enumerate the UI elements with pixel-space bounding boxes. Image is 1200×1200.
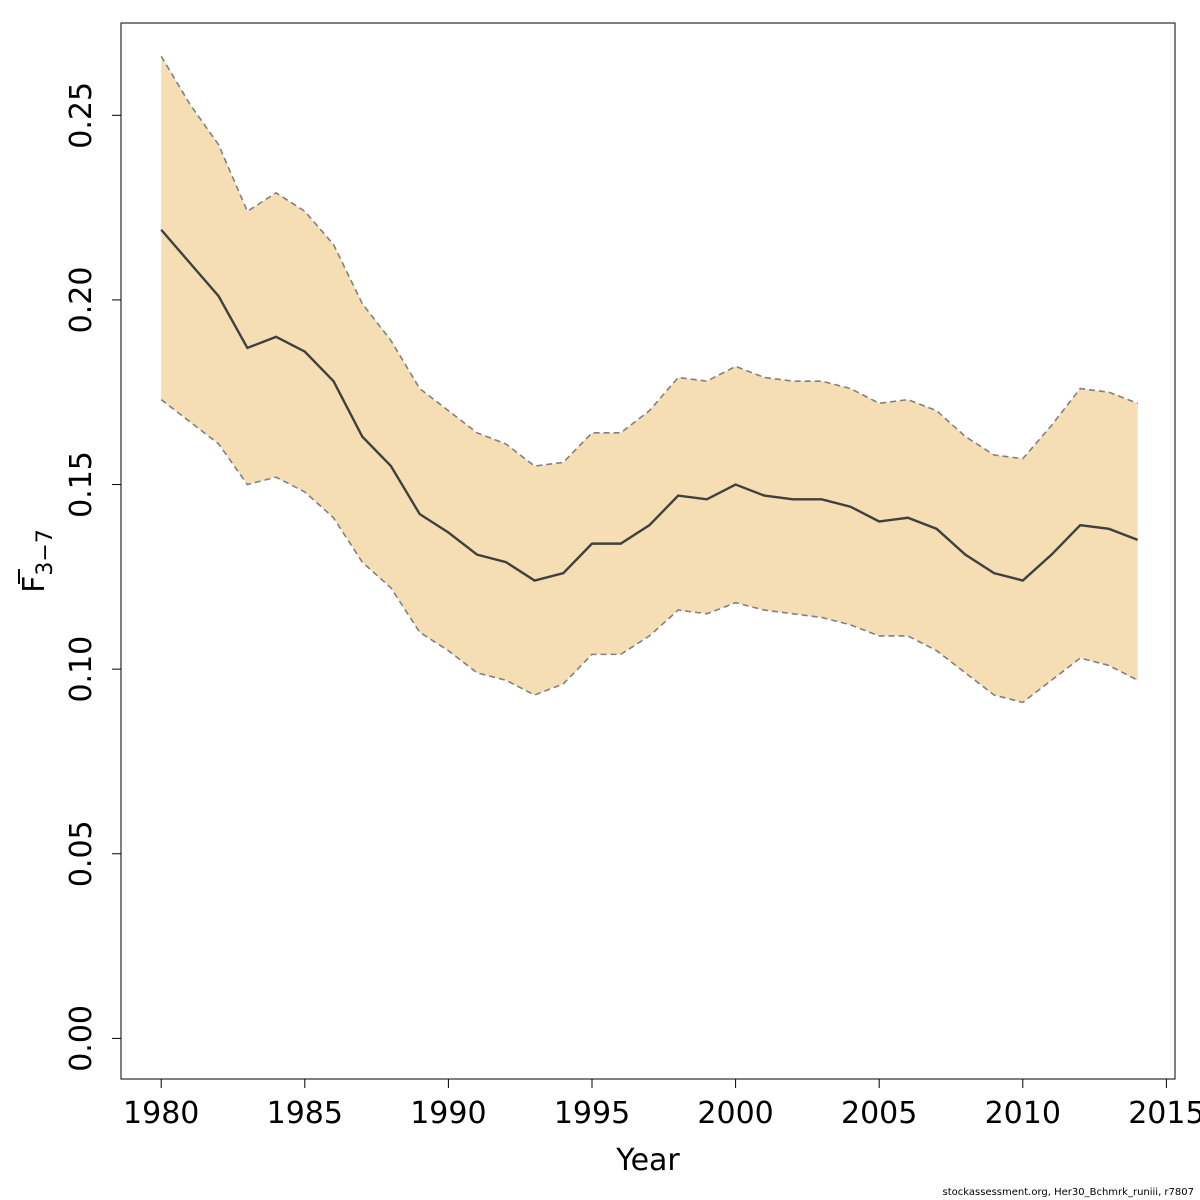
upper-bound-line: [160, 55, 1138, 467]
lower-bound-line: [160, 398, 1139, 704]
y-axis: 0.00 0.05 0.10 0.15 0.20 0.25: [64, 82, 122, 1072]
y-tick-label: 0.15: [64, 451, 99, 518]
y-axis-title-subscript: 3−7: [33, 529, 58, 575]
x-tick-label: 1985: [267, 1096, 343, 1131]
y-axis-title-base: F: [17, 576, 52, 593]
x-tick-label: 2005: [841, 1096, 917, 1131]
x-tick-label: 2000: [697, 1096, 773, 1131]
y-axis-title: F3−7: [17, 529, 58, 593]
x-tick-label: 1980: [123, 1096, 199, 1131]
y-tick-label: 0.05: [64, 820, 99, 887]
svg-text:F3−7: F3−7: [17, 529, 58, 593]
x-axis: 1980 1985 1990 1995 2000 2005 2010 2015: [123, 1078, 1200, 1131]
footer-credit: stockassessment.org, Her30_Bchmrk_runiii…: [942, 1187, 1194, 1198]
confidence-band: [161, 56, 1138, 703]
y-tick-label: 0.20: [64, 267, 99, 334]
series-line-layer: [160, 55, 1139, 704]
y-tick-label: 0.25: [64, 82, 99, 149]
y-tick-label: 0.10: [64, 636, 99, 703]
confidence-band-layer: [161, 56, 1138, 703]
x-tick-label: 1990: [410, 1096, 486, 1131]
x-axis-title: Year: [615, 1143, 680, 1178]
estimate-line: [160, 228, 1139, 582]
x-tick-label: 2010: [985, 1096, 1061, 1131]
x-tick-label: 1995: [554, 1096, 630, 1131]
y-tick-label: 0.00: [64, 1005, 99, 1072]
x-tick-label: 2015: [1128, 1096, 1200, 1131]
